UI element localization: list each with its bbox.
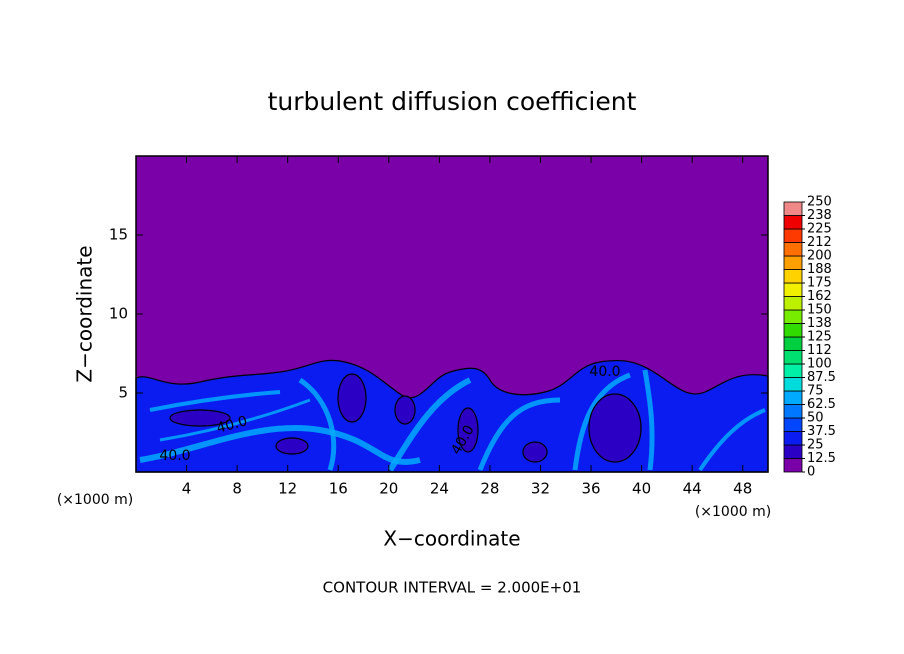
y-axis-label: Z−coordinate xyxy=(73,245,97,382)
colorbar-cell xyxy=(783,336,803,351)
colorbar-label: 138 xyxy=(807,316,832,331)
colorbar-label: 37.5 xyxy=(807,424,836,439)
colorbar-cell xyxy=(783,282,803,297)
colorbar-cell xyxy=(783,309,803,324)
streak xyxy=(698,408,766,472)
eddy xyxy=(169,409,231,427)
x-tick-label: 24 xyxy=(430,480,449,498)
colorbar-cell xyxy=(783,255,803,270)
y-tick-label: 5 xyxy=(118,384,128,402)
colorbar-label: 25 xyxy=(807,438,824,453)
streak xyxy=(477,397,561,471)
eddy xyxy=(522,441,548,463)
colorbar-label: 62.5 xyxy=(807,397,836,412)
colorbar-cell xyxy=(783,390,803,405)
colorbar-label: 150 xyxy=(807,303,832,318)
colorbar-label: 238 xyxy=(807,208,832,223)
x-tick-label: 4 xyxy=(182,480,192,498)
colorbar-cell xyxy=(783,444,803,459)
colorbar-cell xyxy=(783,363,803,378)
streak xyxy=(572,372,631,471)
streak xyxy=(139,424,421,465)
x-tick-label: 28 xyxy=(480,480,499,498)
x-tick-label: 44 xyxy=(683,480,702,498)
colorbar-label: 225 xyxy=(807,222,832,237)
colorbar-cell xyxy=(783,377,803,392)
colorbar-label: 162 xyxy=(807,289,832,304)
colorbar-cell xyxy=(783,323,803,338)
footer: CONTOUR INTERVAL = 2.000E+01 xyxy=(323,579,582,597)
colorbar-label: 87.5 xyxy=(807,370,836,385)
x-tick-label: 16 xyxy=(329,480,348,498)
streak xyxy=(387,377,472,472)
streak xyxy=(149,390,281,412)
colorbar-label: 112 xyxy=(807,343,832,358)
eddy xyxy=(457,407,479,453)
eddy xyxy=(394,395,416,425)
colorbar-label: 125 xyxy=(807,330,832,345)
colorbar-label: 188 xyxy=(807,262,832,277)
colorbar-cell xyxy=(783,242,803,257)
colorbar-cell xyxy=(783,431,803,446)
contour-label: 40.0 xyxy=(589,364,620,380)
colorbar-cell xyxy=(783,417,803,432)
streak xyxy=(298,377,337,471)
colorbar-cell xyxy=(783,269,803,284)
x-tick-label: 8 xyxy=(232,480,242,498)
y-tick-label: 10 xyxy=(109,305,128,323)
colorbar-label: 250 xyxy=(807,195,832,210)
y-unit-label: (×1000 m) xyxy=(57,492,133,508)
colorbar-cell xyxy=(783,404,803,419)
colorbar-cell xyxy=(783,228,803,243)
x-unit-label: (×1000 m) xyxy=(695,504,771,520)
streak xyxy=(642,369,655,471)
colorbar-cell xyxy=(783,350,803,365)
y-tick-label: 15 xyxy=(109,226,128,244)
x-tick-label: 40 xyxy=(632,480,651,498)
x-tick-label: 48 xyxy=(733,480,752,498)
colorbar-label: 100 xyxy=(807,357,832,372)
colorbar-cell xyxy=(783,296,803,311)
colorbar-cell xyxy=(783,458,803,473)
colorbar-label: 0 xyxy=(807,465,815,480)
eddy xyxy=(275,437,309,455)
x-tick-label: 12 xyxy=(278,480,297,498)
x-axis-label: X−coordinate xyxy=(383,527,520,551)
x-tick-label: 32 xyxy=(531,480,550,498)
colorbar-label: 200 xyxy=(807,249,832,264)
contour-label: 40.0 xyxy=(215,413,249,437)
colorbar-label: 212 xyxy=(807,235,832,250)
eddy xyxy=(588,393,642,463)
colorbar-label: 50 xyxy=(807,411,824,426)
contour-label: 40.0 xyxy=(159,448,190,464)
x-tick-label: 20 xyxy=(379,480,398,498)
x-tick-label: 36 xyxy=(581,480,600,498)
colorbar-label: 12.5 xyxy=(807,451,836,466)
eddy xyxy=(337,373,367,423)
colorbar-label: 75 xyxy=(807,384,824,399)
colorbar-cell xyxy=(783,201,803,216)
colorbar-label: 175 xyxy=(807,276,832,291)
chart-title: turbulent diffusion coefficient xyxy=(268,87,637,116)
streak xyxy=(159,398,311,442)
colorbar-cell xyxy=(783,215,803,230)
